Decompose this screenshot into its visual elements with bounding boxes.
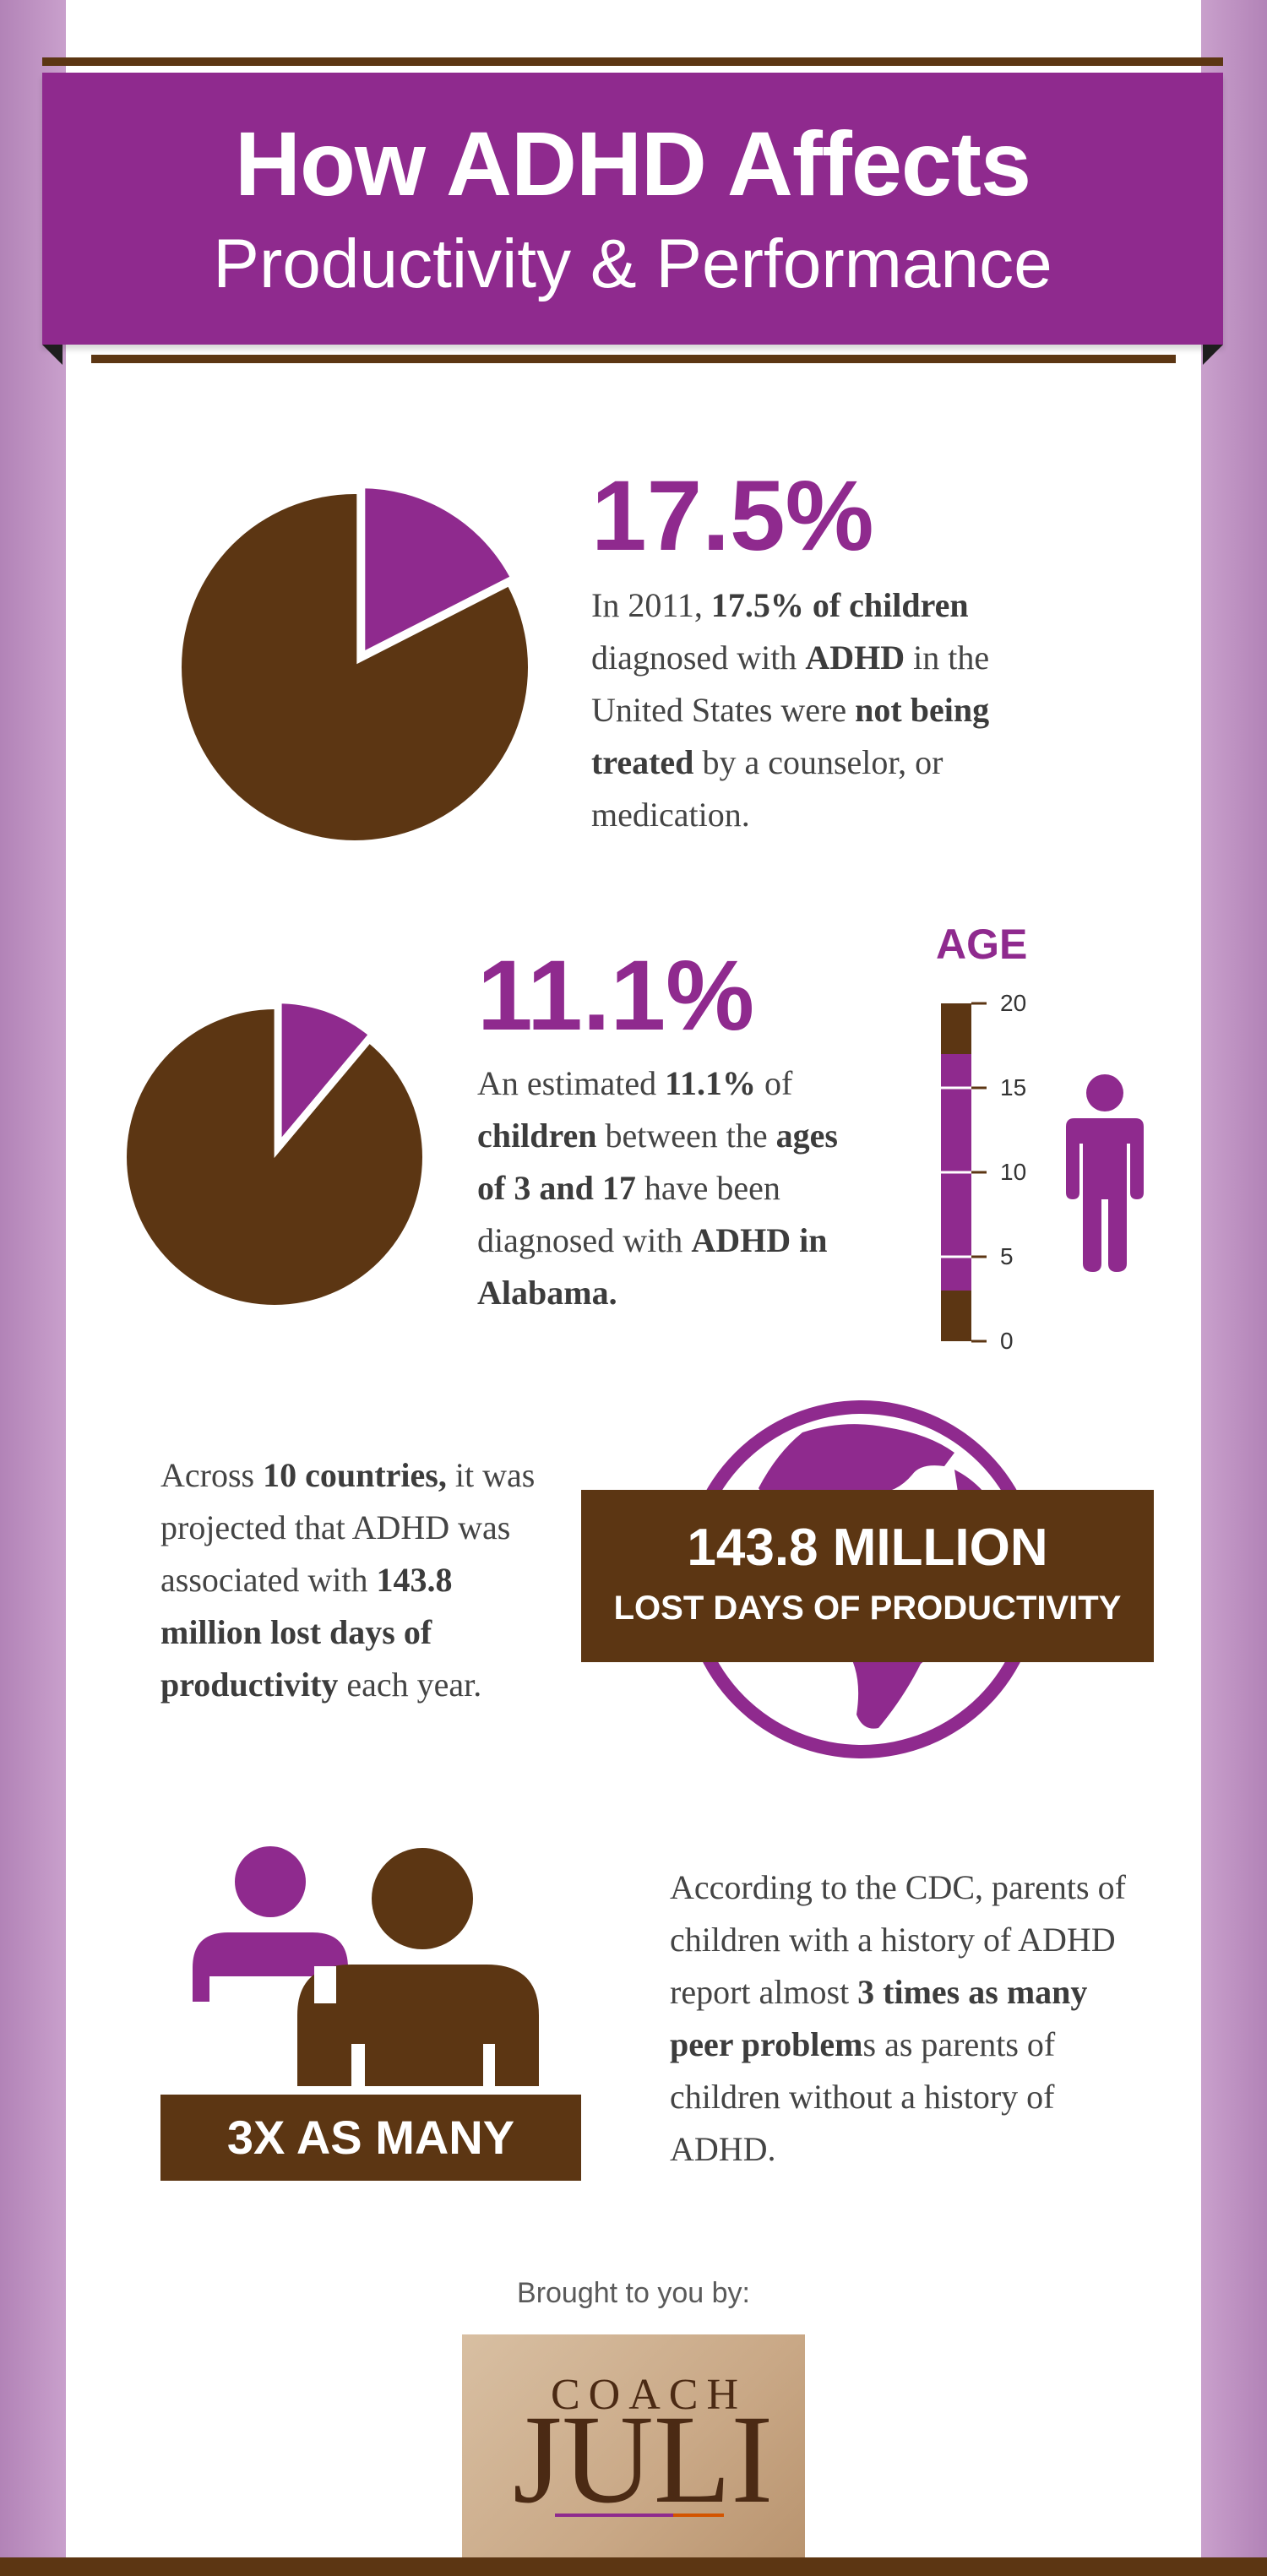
logo-image: COACH JULI xyxy=(513,2371,773,2530)
gauge-tick-label: 20 xyxy=(1000,990,1027,1016)
stat-percent-untreated: 17.5% xyxy=(591,460,874,572)
stat-percent-diagnosed: 11.1% xyxy=(477,940,755,1052)
left-border xyxy=(0,0,66,2576)
pie-slice-diagnosed xyxy=(274,996,378,1159)
stat-text-productivity: Across 10 countries, it was projected th… xyxy=(160,1456,536,1704)
banner-underline xyxy=(91,355,1176,363)
pie-slice-untreated xyxy=(356,480,521,665)
logo-underline-orange xyxy=(673,2514,724,2517)
stat-text-untreated: In 2011, 17.5% of children diagnosed wit… xyxy=(591,586,990,834)
logo-text-top: COACH xyxy=(551,2371,747,2419)
page-subtitle: Productivity & Performance xyxy=(213,226,1052,302)
person-icon xyxy=(1066,1074,1144,1272)
banner-top-line xyxy=(42,57,1223,66)
age-gauge xyxy=(941,1002,987,1343)
productivity-box: 143.8 MILLION LOST DAYS OF PRODUCTIVITY xyxy=(581,1490,1154,1662)
right-border xyxy=(1201,0,1267,2576)
pie-chart-diagnosed xyxy=(127,996,422,1305)
brought-to-you-by: Brought to you by: xyxy=(517,2277,750,2309)
title-banner xyxy=(42,73,1223,345)
logo-underline-purple xyxy=(555,2514,673,2517)
age-label: AGE xyxy=(936,921,1028,968)
stat-text-peer-problems: According to the CDC, parents of childre… xyxy=(670,1868,1126,2168)
productivity-box-value: 143.8 MILLION xyxy=(687,1519,1048,1577)
two-people-icon xyxy=(193,1846,539,2086)
peer-problems-badge: 3X AS MANY xyxy=(160,2095,581,2181)
page-title: How ADHD Affects xyxy=(234,112,1031,215)
logo-text-main: JULI xyxy=(513,2389,773,2530)
gauge-tick-label: 0 xyxy=(1000,1328,1014,1354)
gauge-tick-label: 5 xyxy=(1000,1243,1014,1269)
coach-juli-logo: COACH JULI xyxy=(462,2334,805,2559)
bottom-bar xyxy=(0,2557,1267,2576)
pie-chart-untreated xyxy=(182,480,528,840)
productivity-box-label: LOST DAYS OF PRODUCTIVITY xyxy=(613,1590,1122,1627)
banner-fold-right xyxy=(1203,345,1223,365)
banner-fold-left xyxy=(42,345,63,365)
stat-text-diagnosed: An estimated 11.1% of children between t… xyxy=(477,1064,838,1312)
gauge-tick-label: 15 xyxy=(1000,1074,1027,1101)
gauge-tick-label: 10 xyxy=(1000,1159,1027,1185)
